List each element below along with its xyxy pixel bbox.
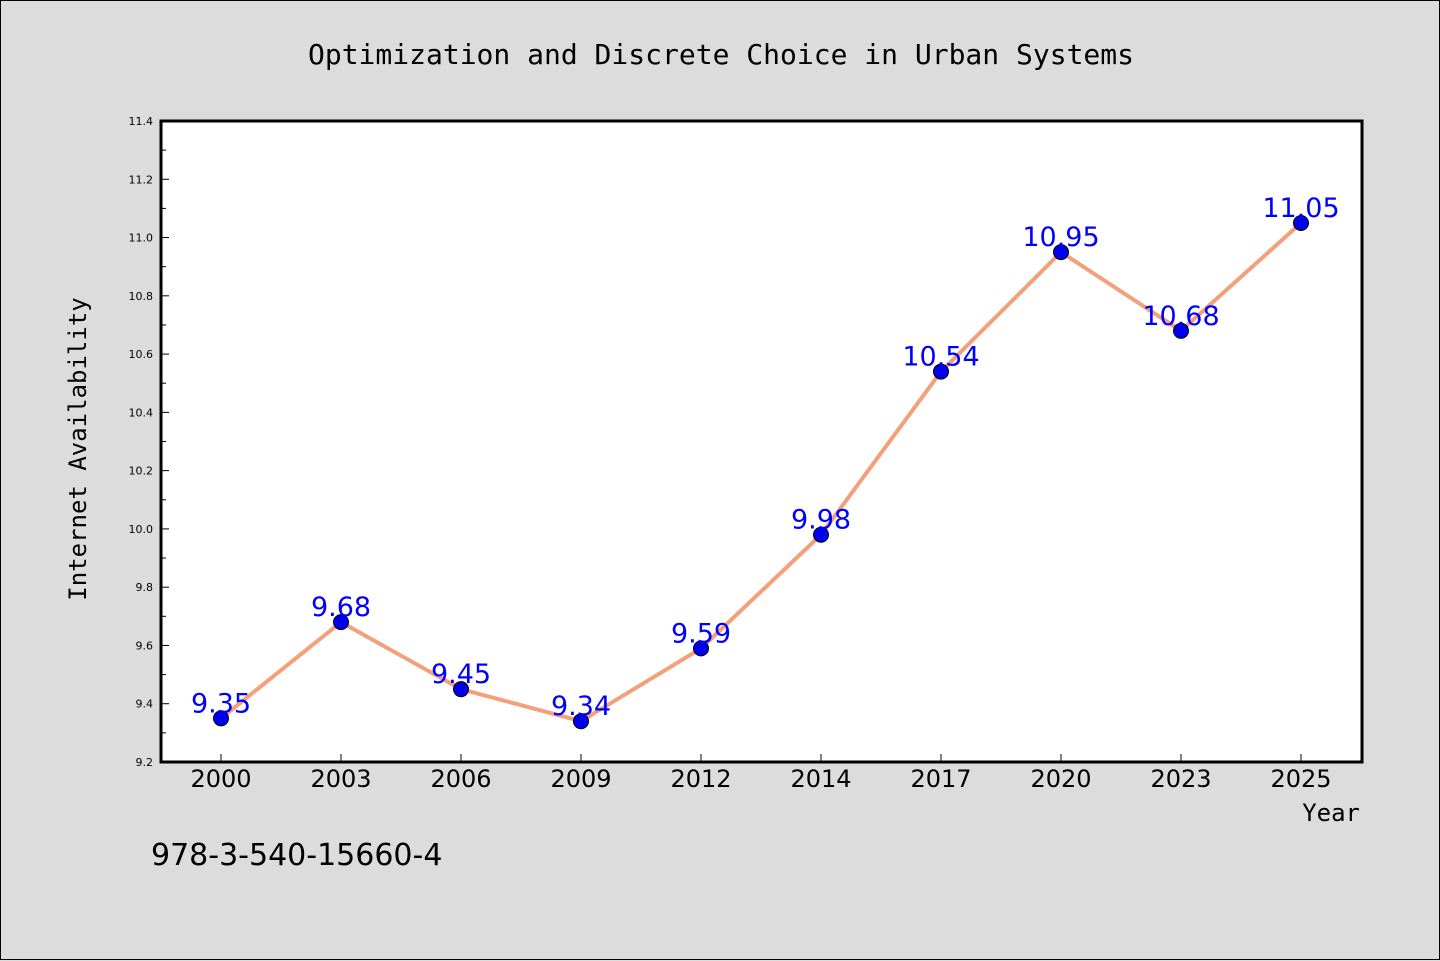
y-tick-label: 9.4 [136,698,154,711]
data-point [1173,322,1189,339]
data-point [333,614,349,631]
y-tick-label: 10.8 [129,290,154,303]
data-point [453,681,469,698]
y-tick-label: 11.2 [129,173,154,186]
data-label: 11.05 [1262,193,1339,224]
y-tick-label: 9.8 [136,581,154,594]
y-tick-label: 10.6 [129,348,154,361]
data-point [693,640,709,657]
data-point [1053,244,1069,261]
plot-area [159,119,1364,764]
x-tick-label: 2003 [310,765,371,793]
y-tick-label: 10.2 [129,465,154,478]
y-tick-label: 11.4 [129,115,154,128]
data-point [1293,214,1309,231]
data-label: 9.68 [311,592,371,623]
x-tick-label: 2009 [550,765,611,793]
x-tick-label: 2025 [1270,765,1331,793]
data-point [933,363,949,380]
x-tick-label: 2012 [670,765,731,793]
x-axis-label: Year [1302,799,1360,827]
value-labels: 9.35 9.68 9.45 9.34 9.59 9.98 10.54 10.95 10.68 1… [191,193,1340,722]
data-point [813,526,829,543]
y-tick-label: 10.4 [129,406,154,419]
data-label: 9.35 [191,688,251,719]
x-tick-label: 2006 [430,765,491,793]
y-axis: 9.2 9.4 9.6 9.8 10.0 10.2 10.4 10.6 10.8 11.0 11.2… [129,115,169,769]
series-line [219,221,1303,724]
x-tick-label: 2020 [1030,765,1091,793]
data-label: 10.68 [1142,301,1219,332]
data-label: 10.95 [1022,222,1099,253]
series-markers [213,214,1309,730]
y-tick-label: 9.2 [136,756,154,769]
y-tick-label: 10.0 [129,523,154,536]
chart-title: Optimization and Discrete Choice in Urba… [308,38,1134,71]
data-point [213,710,229,727]
x-tick-label: 2023 [1150,765,1211,793]
x-axis: 2000 2003 2006 2009 2012 2014 2017 2020 2023 2025 [190,754,1332,793]
data-label: 9.59 [671,618,731,649]
data-label: 9.98 [791,505,851,536]
x-tick-label: 2000 [190,765,251,793]
x-tick-label: 2017 [910,765,971,793]
data-label: 9.34 [551,691,611,722]
data-label: 9.45 [431,659,491,690]
data-label: 10.54 [902,342,979,373]
y-tick-label: 9.6 [136,639,154,652]
data-point [573,713,589,730]
isbn-annotation: 978-3-540-15660-4 [151,838,442,873]
y-axis-label: Internet Availability [64,297,92,600]
x-tick-label: 2014 [790,765,851,793]
y-tick-label: 11.0 [129,232,154,245]
